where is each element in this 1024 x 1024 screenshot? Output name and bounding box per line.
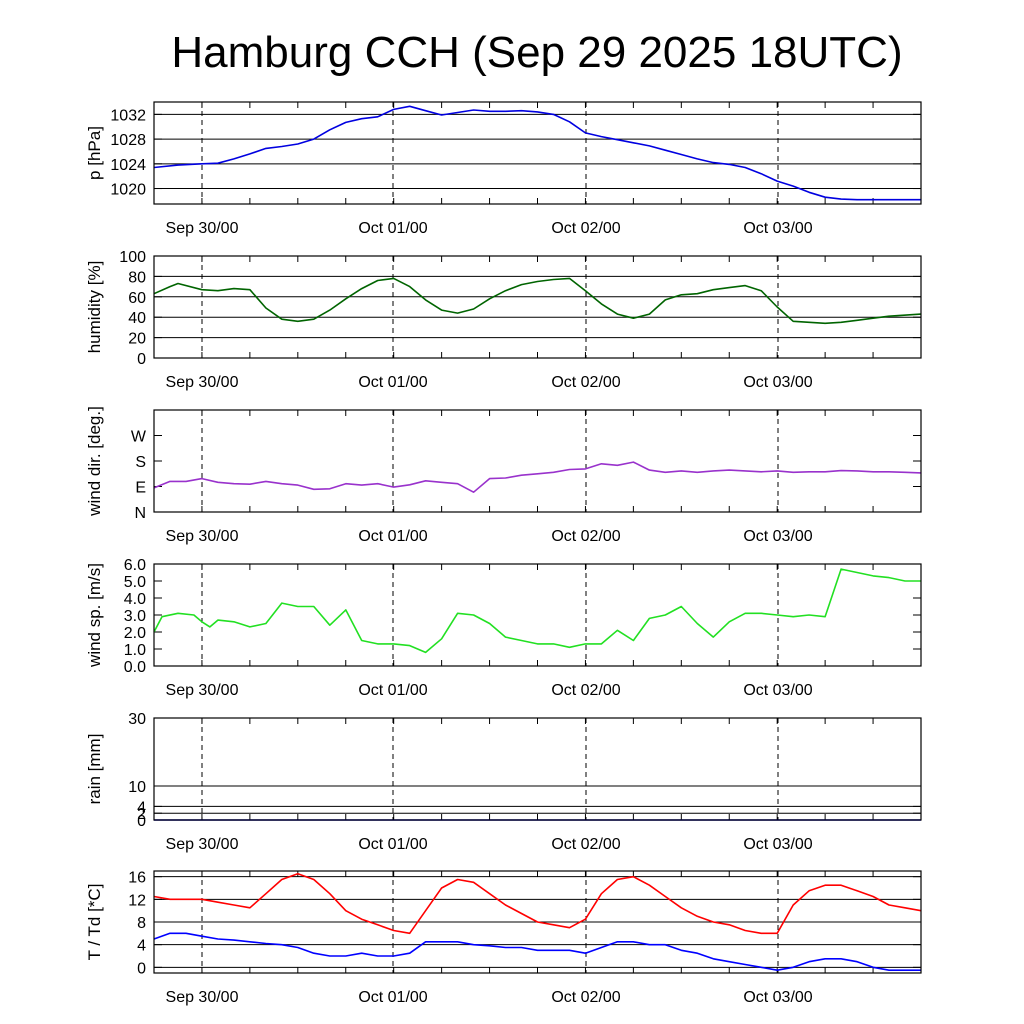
x-tick-label: Oct 01/00 [358, 528, 427, 545]
y-tick-label: 30 [128, 711, 146, 728]
series-line-0 [153, 568, 921, 654]
y-tick-label: N [134, 505, 146, 522]
y-tick-label: 0 [137, 813, 146, 830]
x-tick-label: Oct 02/00 [551, 682, 620, 699]
x-tick-label: Sep 30/00 [166, 989, 239, 1006]
y-tick-label: 1020 [110, 182, 146, 199]
x-tick-label: Oct 03/00 [743, 989, 812, 1006]
plot-frame [153, 870, 922, 974]
y-tick-label: W [131, 429, 147, 446]
plot-frame [153, 255, 922, 359]
panel-0: 1032 1028 1024 1020 Sep 30/00 Oct 01/00 Oct 02… [85, 101, 922, 237]
y-tick-label: 4 [137, 799, 146, 816]
x-tick-label: Oct 01/00 [358, 682, 427, 699]
x-tick-label: Oct 03/00 [743, 374, 812, 391]
plot-frame [153, 717, 922, 821]
y-tick-label: 12 [128, 892, 146, 909]
y-tick-label: 0.0 [124, 659, 146, 676]
x-tick-label: Oct 01/00 [358, 836, 427, 853]
y-tick-label: 60 [128, 290, 146, 307]
y-tick-label: 2 [137, 806, 146, 823]
y-tick-label: 16 [128, 870, 146, 887]
plot-frame [153, 101, 922, 205]
x-tick-label: Sep 30/00 [166, 528, 239, 545]
y-tick-label: 100 [119, 249, 146, 266]
x-tick-label: Sep 30/00 [166, 836, 239, 853]
y-tick-label: 1.0 [124, 642, 146, 659]
y-tick-label: 0 [137, 960, 146, 977]
x-tick-label: Oct 03/00 [743, 528, 812, 545]
series-line-0 [153, 277, 922, 325]
x-tick-label: Oct 03/00 [743, 682, 812, 699]
chart-title: Hamburg CCH (Sep 29 2025 18UTC) [171, 28, 902, 77]
panel-3: 6.05.04.03.02.01.00.0 Sep 30/00 Oct 01/00 O… [85, 557, 922, 699]
y-axis-label: wind dir. [deg.] [85, 406, 104, 517]
series-line-0 [153, 873, 922, 935]
y-axis-label: wind sp. [m/s] [85, 563, 104, 668]
x-tick-label: Sep 30/00 [166, 220, 239, 237]
y-tick-label: 10 [128, 779, 146, 796]
panel-5: 16 12 8 4 0 Sep 30/00 Oct 01/00 Oct 02/00 Oct 03… [85, 870, 922, 1006]
x-tick-label: Oct 02/00 [551, 836, 620, 853]
x-tick-label: Oct 02/00 [551, 374, 620, 391]
y-tick-label: 1032 [110, 107, 146, 124]
y-tick-label: 1028 [110, 132, 146, 149]
x-tick-label: Oct 03/00 [743, 836, 812, 853]
y-tick-label: 20 [128, 331, 146, 348]
series-line-0 [153, 105, 921, 201]
x-tick-label: Oct 03/00 [743, 220, 812, 237]
y-tick-label: S [135, 454, 146, 471]
panel-1: 100 80 60 40 20 0 Sep 30/00 Oct 01/00 Oct 02/00 O… [85, 249, 922, 391]
plot-frame [153, 409, 922, 513]
y-tick-label: 4 [137, 938, 146, 955]
x-tick-label: Oct 02/00 [551, 220, 620, 237]
plot-frame [153, 563, 922, 667]
x-tick-label: Sep 30/00 [166, 682, 239, 699]
y-tick-label: 80 [128, 269, 146, 286]
x-tick-label: Oct 01/00 [358, 220, 427, 237]
y-tick-label: 1024 [110, 157, 146, 174]
x-tick-label: Sep 30/00 [166, 374, 239, 391]
y-axis-label: T / Td [*C] [85, 884, 104, 961]
y-tick-label: E [135, 480, 146, 497]
y-tick-label: 8 [137, 915, 146, 932]
y-tick-label: 3.0 [124, 608, 146, 625]
y-axis-label: rain [mm] [85, 734, 104, 805]
series-line-1 [153, 932, 921, 971]
series-line-0 [153, 461, 922, 493]
x-tick-label: Oct 01/00 [358, 374, 427, 391]
panel-4: 30 10 420 Sep 30/00 Oct 01/00 Oct 02/00 Oct 03… [85, 711, 922, 853]
y-tick-label: 2.0 [124, 625, 146, 642]
y-tick-label: 0 [137, 351, 146, 368]
y-tick-label: 40 [128, 310, 146, 327]
y-axis-label: humidity [%] [85, 261, 104, 354]
x-tick-label: Oct 02/00 [551, 989, 620, 1006]
x-tick-label: Oct 02/00 [551, 528, 620, 545]
y-tick-label: 6.0 [124, 557, 146, 574]
y-tick-label: 4.0 [124, 591, 146, 608]
y-axis-label: p [hPa] [85, 126, 104, 180]
x-tick-label: Oct 01/00 [358, 989, 427, 1006]
y-tick-label: 5.0 [124, 574, 146, 591]
